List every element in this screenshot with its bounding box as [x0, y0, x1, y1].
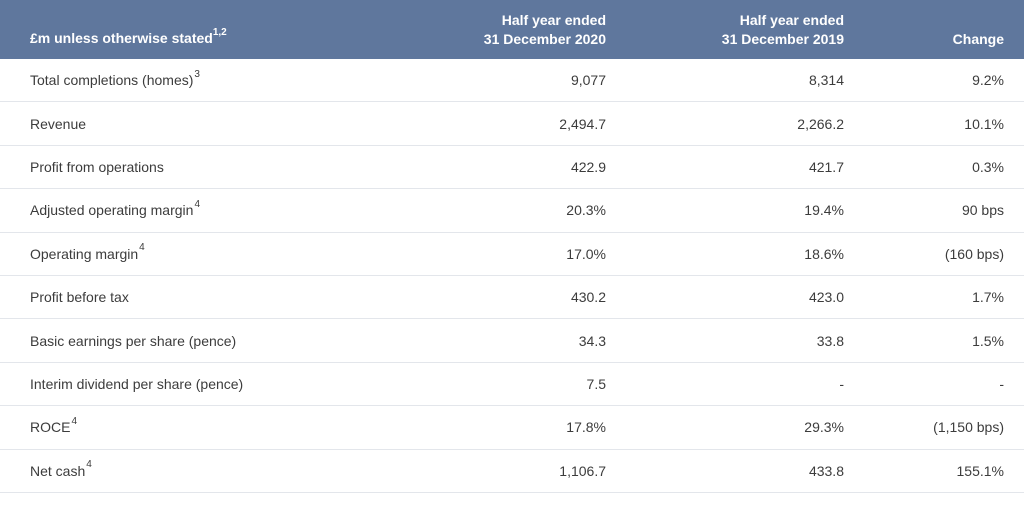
- value-change: 1.5%: [972, 332, 1004, 349]
- value-change: -: [999, 375, 1004, 392]
- value-2020: 422.9: [570, 158, 606, 175]
- value-change: 9.2%: [972, 72, 1004, 89]
- value-2020: 17.0%: [566, 245, 606, 262]
- table-header: £m unless otherwise stated1,2 Half year …: [0, 0, 1024, 59]
- value-change: 155.1%: [956, 462, 1004, 479]
- row-label-footnote: 4: [71, 415, 78, 427]
- row-label-text: Operating margin: [30, 245, 139, 262]
- row-label-text: Profit before tax: [30, 289, 129, 306]
- row-label-text: Total completions (homes): [30, 72, 194, 89]
- value-2020: 2,494.7: [559, 115, 606, 132]
- header-col-2019: Half year ended 31 December 2019: [722, 11, 844, 49]
- row-label: Profit before tax: [30, 276, 129, 318]
- row-label-text: Interim dividend per share (pence): [30, 375, 244, 392]
- header-col-2019-line1: Half year ended: [739, 12, 844, 28]
- row-label: Total completions (homes) 3: [30, 59, 200, 101]
- header-col-2020-line2: 31 December 2020: [483, 31, 606, 47]
- row-label: ROCE 4: [30, 406, 77, 448]
- table-row: Interim dividend per share (pence) 7.5 - -: [0, 363, 1024, 407]
- row-label-text: Basic earnings per share (pence): [30, 332, 237, 349]
- table-row: Net cash 4 1,106.7 433.8 155.1%: [0, 450, 1024, 493]
- value-2019: 18.6%: [804, 245, 844, 262]
- value-2019: 423.0: [808, 289, 844, 306]
- value-2019: 421.7: [808, 158, 844, 175]
- row-label-footnote: 4: [194, 198, 200, 210]
- table-row: Adjusted operating margin 4 20.3% 19.4% 90 b…: [0, 189, 1024, 233]
- row-label: Net cash 4: [30, 450, 92, 492]
- value-change: 1.7%: [972, 289, 1004, 306]
- financial-summary-table: £m unless otherwise stated1,2 Half year …: [0, 0, 1024, 493]
- row-label-text: Revenue: [30, 115, 87, 132]
- table-row: Revenue 2,494.7 2,266.2 10.1%: [0, 102, 1024, 146]
- header-label-footnote: 1,2: [212, 27, 227, 39]
- header-col-change: Change: [952, 31, 1004, 47]
- value-2020: 34.3: [578, 332, 606, 349]
- value-change: 90 bps: [961, 202, 1004, 219]
- row-label-text: Profit from operations: [30, 158, 164, 175]
- row-label: Operating margin 4: [30, 233, 145, 275]
- header-col-2019-line2: 31 December 2019: [721, 31, 844, 47]
- header-label: £m unless otherwise stated1,2: [30, 27, 227, 48]
- value-change: 0.3%: [972, 158, 1004, 175]
- value-2020: 20.3%: [566, 202, 606, 219]
- row-label: Revenue: [30, 102, 86, 144]
- table-row: ROCE 4 17.8% 29.3% (1,150 bps): [0, 406, 1024, 450]
- row-label-text: ROCE: [30, 419, 71, 436]
- row-label-footnote: 3: [194, 68, 200, 80]
- value-change: (160 bps): [944, 245, 1004, 262]
- table-row: Basic earnings per share (pence) 34.3 33.8…: [0, 319, 1024, 363]
- value-2019: 19.4%: [804, 202, 844, 219]
- row-label-footnote: 4: [86, 459, 92, 471]
- value-2019: -: [839, 375, 844, 392]
- value-2019: 33.8: [816, 332, 844, 349]
- table-body: Total completions (homes) 3 9,077 8,314 9.2%…: [0, 59, 1024, 493]
- value-2020: 430.2: [570, 289, 606, 306]
- value-2020: 7.5: [586, 375, 606, 392]
- table-row: Total completions (homes) 3 9,077 8,314 9.2%: [0, 59, 1024, 103]
- row-label-footnote: 4: [139, 242, 145, 254]
- value-2019: 2,266.2: [797, 115, 844, 132]
- value-2019: 433.8: [808, 462, 844, 479]
- row-label-text: Adjusted operating margin: [30, 202, 194, 219]
- table-row: Profit from operations 422.9 421.7 0.3%: [0, 146, 1024, 190]
- row-label: Interim dividend per share (pence): [30, 363, 243, 405]
- table-row: Profit before tax 430.2 423.0 1.7%: [0, 276, 1024, 320]
- header-col-2020: Half year ended 31 December 2020: [484, 11, 606, 49]
- value-2019: 29.3%: [804, 419, 844, 436]
- value-2019: 8,314: [808, 72, 844, 89]
- row-label: Basic earnings per share (pence): [30, 319, 236, 361]
- value-change: 10.1%: [964, 115, 1004, 132]
- value-2020: 9,077: [570, 72, 606, 89]
- value-2020: 1,106.7: [559, 462, 606, 479]
- value-2020: 17.8%: [566, 419, 606, 436]
- table-row: Operating margin 4 17.0% 18.6% (160 bps): [0, 233, 1024, 276]
- row-label: Adjusted operating margin 4: [30, 189, 200, 231]
- row-label-text: Net cash: [30, 462, 86, 479]
- header-col-2020-line1: Half year ended: [501, 12, 606, 28]
- header-label-text: £m unless otherwise stated: [30, 30, 213, 46]
- row-label: Profit from operations: [30, 146, 164, 188]
- value-change: (1,150 bps): [933, 419, 1004, 436]
